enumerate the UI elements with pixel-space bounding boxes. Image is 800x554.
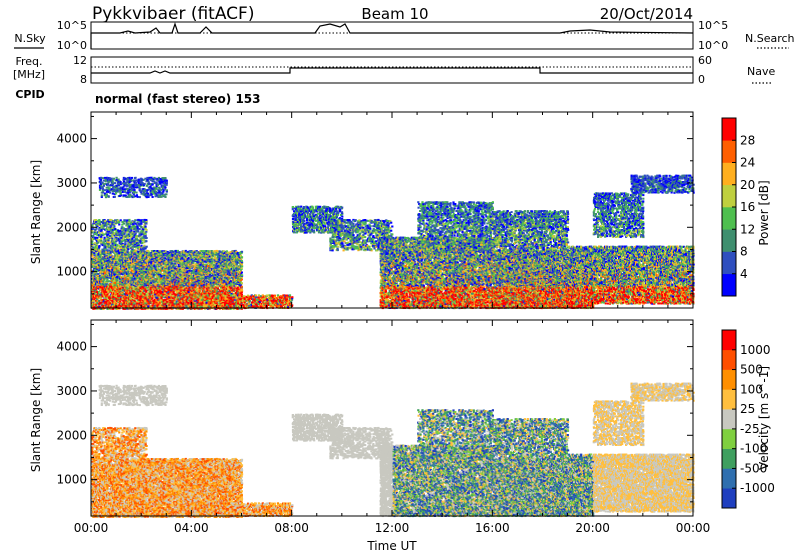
power-cell — [106, 278, 108, 280]
power-cell — [91, 255, 93, 257]
nsky-panel-frame — [91, 22, 693, 49]
power-cell — [118, 268, 120, 270]
power-cell — [135, 263, 137, 265]
freq-panel-frame — [91, 57, 693, 83]
freq-unit-label: [MHz] — [13, 68, 45, 81]
nsky-tick-high: 10^5 — [57, 19, 87, 32]
power-cell — [109, 256, 111, 258]
power-cell — [145, 290, 147, 292]
power-cell — [102, 305, 104, 307]
cpid-text: normal (fast stereo) 153 — [95, 92, 261, 106]
nave-label: Nave — [747, 65, 775, 78]
nave-tick-low: 0 — [698, 73, 705, 86]
cpid-label: CPID — [15, 88, 44, 101]
power-cell — [99, 286, 101, 288]
nsky-tick-low: 10^0 — [57, 39, 87, 52]
nsky-label: N.Sky — [14, 32, 46, 45]
nave-tick-high: 60 — [698, 54, 712, 67]
power-cell — [147, 250, 149, 252]
beam-label: Beam 10 — [361, 5, 428, 23]
freq-trace — [91, 68, 693, 73]
power-cell — [139, 254, 141, 256]
nsearch-tick-low: 10^0 — [698, 39, 728, 52]
plot-title: Pykkvibaer (fitACF) — [92, 4, 254, 24]
power-cell — [97, 273, 99, 275]
power-cell — [127, 262, 129, 264]
freq-panel: Freq. [MHz] 12 8 60 0 Nave CPID normal (… — [13, 54, 776, 106]
freq-tick-high: 12 — [73, 54, 87, 67]
radar-summary-plot: Pykkvibaer (fitACF) Beam 10 20/Oct/2014 … — [0, 0, 800, 554]
nsky-trace — [91, 24, 693, 49]
power-cell — [125, 254, 127, 256]
power-cell — [152, 252, 154, 254]
power-cell — [137, 251, 139, 253]
freq-label: Freq. — [15, 55, 42, 68]
power-cell — [117, 281, 119, 283]
nsearch-tick-high: 10^5 — [698, 19, 728, 32]
freq-tick-low: 8 — [80, 73, 87, 86]
power-cell — [105, 301, 107, 303]
power-cell — [137, 287, 139, 289]
power-cell — [134, 300, 136, 302]
power-cell — [146, 268, 148, 270]
power-cell — [147, 305, 149, 307]
power-heatmap-cells — [91, 175, 695, 311]
nsearch-label: N.Search — [745, 32, 795, 45]
power-cell — [118, 273, 120, 275]
date-label: 20/Oct/2014 — [600, 5, 693, 23]
